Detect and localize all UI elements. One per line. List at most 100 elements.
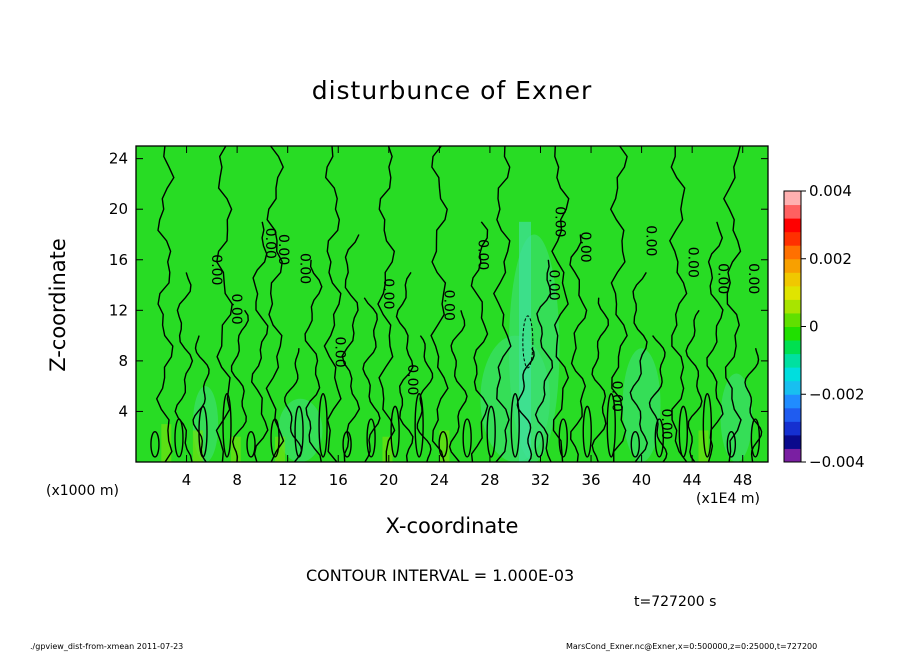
contour-label: 0.00 xyxy=(552,206,568,237)
contour-loop xyxy=(318,393,328,458)
contour-line xyxy=(706,221,724,462)
contour-loop xyxy=(606,393,616,458)
shade-patch xyxy=(192,430,203,462)
colorbar: 0.004 0.002 0 −0.002 −0.004 xyxy=(783,182,865,471)
contour-label: 0.00 xyxy=(643,225,659,256)
colorbar-swatch xyxy=(784,367,801,382)
contour-loop xyxy=(654,418,664,458)
contour-line xyxy=(265,146,285,462)
contour-loop xyxy=(342,430,352,458)
contour-loop xyxy=(366,418,376,458)
x-tick-label: 12 xyxy=(278,471,297,489)
colorbar-tick-label: 0 xyxy=(809,318,819,336)
contour-line xyxy=(569,234,588,462)
contour-label: 0.00 xyxy=(577,232,593,263)
x-tick-label: 32 xyxy=(531,471,550,489)
contour-line xyxy=(174,272,194,462)
contour-loop xyxy=(678,405,689,458)
contour-label: 0.00 xyxy=(380,278,396,309)
colorbar-tick-label: 0.004 xyxy=(809,182,852,200)
shade-patch xyxy=(518,221,531,462)
contour-label: 0.00 xyxy=(684,247,700,278)
contour-loop xyxy=(438,430,448,458)
x-unit-label: (x1000 m) xyxy=(46,483,119,499)
contour-label: 0.00 xyxy=(609,381,625,412)
x-tick-label: 4 xyxy=(182,471,192,489)
contour-label: 0.00 xyxy=(228,293,244,324)
contour-label: 0.00 xyxy=(440,290,456,321)
contour-loop xyxy=(222,393,232,458)
contour-line xyxy=(250,221,269,462)
contour-loop xyxy=(462,418,472,458)
x-tick-label: 16 xyxy=(329,471,348,489)
contour-label: 0.00 xyxy=(545,269,561,300)
contour-interval-label: CONTOUR INTERVAL = 1.000E-03 xyxy=(306,566,575,585)
contour-line xyxy=(685,309,703,462)
shade-patch xyxy=(720,373,753,462)
contour-label: 0.00 xyxy=(296,253,312,284)
shade-patch xyxy=(622,348,661,462)
contour-line xyxy=(155,146,175,462)
chart-title: disturbunce of Exner xyxy=(311,76,593,105)
x-tick-label: 40 xyxy=(632,471,651,489)
colorbar-swatch xyxy=(784,285,801,300)
contour-loop xyxy=(150,430,160,458)
contour-label: 0.00 xyxy=(475,239,491,270)
shade-patch xyxy=(382,436,393,462)
plot-background xyxy=(136,146,768,462)
contour-loop xyxy=(750,418,761,458)
contour-loop xyxy=(726,430,737,458)
colorbar-swatch xyxy=(784,407,801,422)
contour-line xyxy=(284,348,303,462)
colorbar-tick-label: 0.002 xyxy=(809,250,852,268)
contour-line xyxy=(723,146,742,462)
contour-label: 0.00 xyxy=(715,263,731,294)
colorbar-swatch xyxy=(784,448,801,463)
colorbar-swatch xyxy=(784,299,801,314)
colorbar-swatch xyxy=(784,421,801,436)
contour-label: 0.00 xyxy=(658,408,674,439)
contour-loop xyxy=(174,418,184,458)
contour-loop xyxy=(390,405,400,458)
footer-right: MarsCond_Exner.nc@Exner,x=0:500000,z=0:2… xyxy=(566,642,818,651)
contour-loop xyxy=(198,405,208,458)
shade-patch xyxy=(275,436,286,462)
contour-label: 0.00 xyxy=(275,234,291,265)
contour-line xyxy=(591,297,610,462)
colorbar-tick-label: −0.002 xyxy=(809,385,865,403)
shade-patch xyxy=(439,430,450,462)
x-tick-label: 28 xyxy=(480,471,499,489)
contour-loop xyxy=(534,430,544,458)
contour-line xyxy=(362,297,381,462)
contour-label: 0.00 xyxy=(332,336,348,367)
x-tick-label: 44 xyxy=(683,471,702,489)
colorbar-swatch xyxy=(784,380,801,395)
contour-line xyxy=(551,146,570,462)
colorbar-swatch xyxy=(784,191,801,206)
colorbar-swatch xyxy=(784,204,801,219)
colorbar-swatch xyxy=(784,340,801,355)
time-label: t=727200 s xyxy=(634,594,717,610)
contour-line xyxy=(744,348,763,462)
contour-labels: 0.00 0.00 0.00 0.00 0.00 0.00 0.00 0.00 0.00 0.00… xyxy=(208,206,761,439)
plot-frame xyxy=(135,145,769,463)
contour-loop xyxy=(510,393,520,458)
contour-line xyxy=(493,146,512,462)
colorbar-swatch xyxy=(784,258,801,273)
contour-loop xyxy=(582,405,592,458)
x-tick-label: 36 xyxy=(581,471,600,489)
x-tick-label: 24 xyxy=(430,471,449,489)
contour-loop xyxy=(630,430,640,458)
footer-left: ./gpview_dist-from-xmean 2011-07-23 xyxy=(30,642,184,651)
y-tick-label: 8 xyxy=(118,352,128,370)
contour-line xyxy=(377,146,396,462)
contour-line xyxy=(609,146,628,462)
contour-line xyxy=(534,259,554,462)
contour-label: 0.00 xyxy=(404,364,420,395)
contour-loop xyxy=(294,405,304,458)
colorbar-swatch xyxy=(784,245,801,260)
shade-patch xyxy=(278,398,323,462)
x-axis-label: X-coordinate xyxy=(385,514,519,538)
contour-loop xyxy=(702,393,713,458)
